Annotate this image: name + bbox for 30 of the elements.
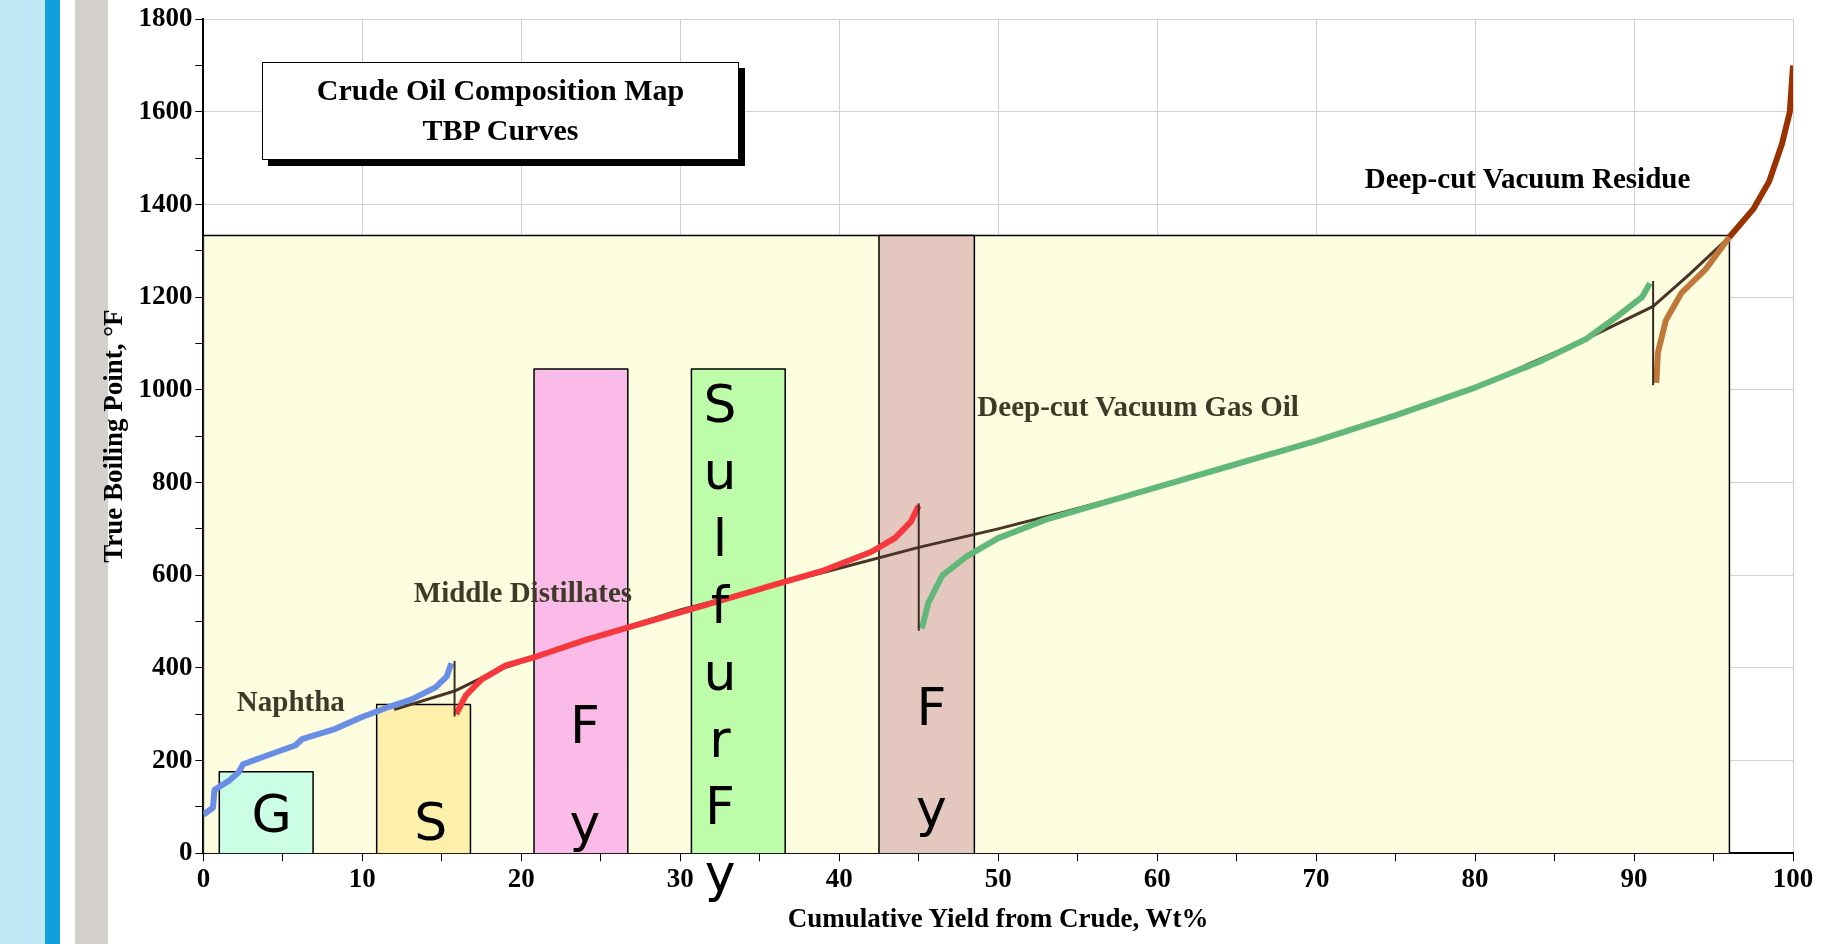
annotation: Deep-cut Vacuum Gas Oil: [977, 390, 1299, 423]
y-tick-label: 800: [151, 465, 193, 496]
y-tick-label: 200: [151, 743, 193, 774]
x-tick-label: 10: [348, 863, 376, 894]
x-axis-title: Cumulative Yield from Crude, Wt%: [787, 902, 1209, 933]
y-tick-label: 1000: [138, 372, 193, 403]
y-tick-label: 0: [178, 836, 193, 867]
annotation: Naphtha: [236, 684, 346, 717]
annotation: F y: [569, 695, 601, 853]
y-tick-label: 1400: [138, 187, 193, 218]
y-tick-label: 600: [151, 558, 193, 589]
y-tick-label: 1800: [138, 2, 193, 33]
x-tick-label: 30: [666, 863, 694, 894]
x-tick-label: 80: [1461, 863, 1489, 894]
x-tick-label: 60: [1143, 863, 1171, 894]
x-tick-label: 100: [1772, 863, 1814, 894]
annotation: S: [414, 792, 448, 853]
x-tick-label: 70: [1302, 863, 1330, 894]
annotation: G: [251, 783, 292, 844]
annotation: F y: [916, 676, 947, 838]
y-tick-label: 1600: [138, 94, 193, 125]
x-tick-label: 50: [984, 863, 1012, 894]
x-tick-label: 90: [1620, 863, 1648, 894]
x-tick-label: 40: [825, 863, 853, 894]
annotation: Deep-cut Vacuum Residue: [1364, 161, 1691, 194]
x-tick-label: 20: [507, 863, 535, 894]
text: Crude Oil Composition Map TBP Curves: [315, 72, 686, 148]
y-tick-label: 1200: [138, 280, 193, 311]
y-tick-label: 400: [151, 650, 193, 681]
y-axis-title: True Boiling Point, °F: [98, 309, 129, 563]
